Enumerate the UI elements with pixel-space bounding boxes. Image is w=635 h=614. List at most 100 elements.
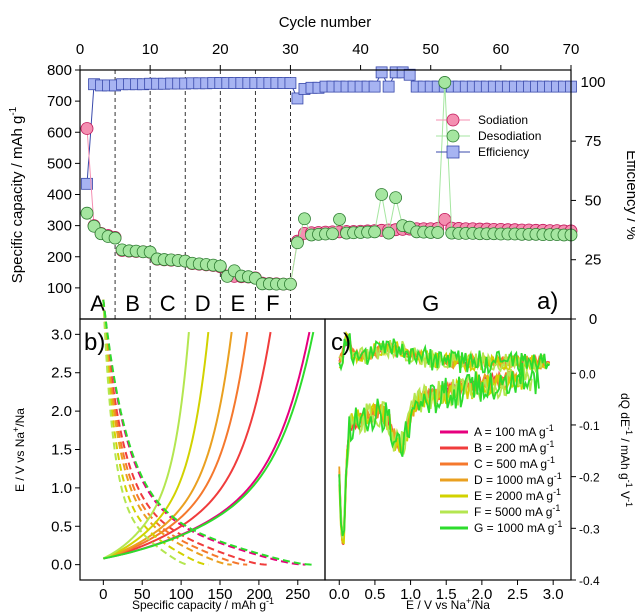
region-label: G — [422, 291, 439, 316]
panel-b-label: b) — [84, 329, 105, 356]
left-axis-ticks: 100 200 300 400 500 600 700 800 — [47, 62, 80, 297]
b-y-tick-label: 0.5 — [51, 518, 72, 535]
legend-entry-text: E = 2000 mA g — [474, 489, 553, 503]
b-y-axis-label: E / V vs Na+/Na — [11, 408, 27, 492]
data-point — [108, 231, 122, 245]
left-axis-label: Specific capacity / mAh g-1 — [8, 106, 26, 283]
c-x-tick-label: 1.5 — [436, 586, 457, 603]
data-point — [382, 226, 396, 240]
left-tick-label: 100 — [47, 280, 72, 297]
charge-curve — [103, 331, 249, 560]
c-y-tick-label: -0.3 — [579, 522, 600, 536]
right-tick-label: 25 — [585, 252, 602, 269]
panel-c-frame — [324, 318, 572, 581]
c-x-label-text: E / V vs Na — [406, 598, 466, 612]
discharge-curve — [102, 299, 209, 566]
c-x-tick-label: 2.0 — [471, 586, 492, 603]
data-point — [298, 212, 311, 226]
c-x-tick-label: 2.5 — [507, 586, 528, 603]
legend-marker-desodiation — [446, 129, 460, 143]
panel-a-label: a) — [537, 288, 558, 315]
data-point — [80, 206, 94, 220]
legend-entry: F = 5000 mA g-1 — [474, 503, 560, 519]
data-point — [333, 212, 346, 226]
data-point — [284, 77, 297, 89]
right-tick-label: 0 — [589, 311, 597, 328]
panel-a: Cycle number 0 10 20 30 40 50 60 70 100 200 300 40… — [8, 14, 635, 328]
c-y-label-sup1: -1 — [624, 427, 634, 435]
data-point — [80, 122, 94, 135]
data-point — [375, 66, 388, 79]
right-tick-label: 50 — [585, 192, 602, 209]
c-y-label-c: V — [618, 488, 632, 499]
data-point — [291, 236, 304, 250]
legend-entry-sup: -1 — [547, 455, 555, 465]
top-tick-label: 70 — [563, 41, 580, 58]
legend-label-sodiation: Sodiation — [478, 113, 528, 127]
left-tick-label: 700 — [47, 93, 72, 110]
data-point — [375, 188, 389, 201]
c-x-tick-label: 3.0 — [543, 586, 564, 603]
left-tick-label: 600 — [47, 124, 72, 141]
discharge-curve — [102, 299, 314, 566]
right-axis-ticks: 0 25 50 75 100 — [571, 74, 606, 328]
c-x-label-sup: + — [466, 596, 471, 606]
right-tick-label: 75 — [585, 133, 602, 150]
b-x-tick-label: 250 — [285, 586, 310, 603]
b-x-ticks: 0 50 100 150 200 250 — [99, 580, 310, 603]
legend-entry-text: G = 1000 mA g — [474, 521, 554, 535]
c-y-label-b: / mAh g — [618, 435, 632, 480]
c-x-tick-label: 0.5 — [364, 586, 385, 603]
region-label: B — [125, 291, 140, 316]
c-y-label-sup3: -1 — [624, 499, 634, 507]
data-point — [213, 259, 227, 273]
legend-marker-sodiation — [446, 113, 460, 127]
voltage-profiles — [102, 299, 315, 566]
b-y-tick-label: 0.0 — [51, 557, 72, 574]
legend-entry: D = 1000 mA g-1 — [474, 471, 562, 487]
data-point — [382, 80, 395, 93]
data-point — [368, 80, 381, 93]
left-tick-label: 500 — [47, 155, 72, 172]
c-y-ticks: 0.0 -0.1 -0.2 -0.3 -0.4 — [571, 367, 600, 588]
left-axis-label-sup: -1 — [8, 106, 19, 115]
c-x-axis-label: E / V vs Na+/Na — [406, 596, 490, 612]
charge-curve — [103, 331, 272, 560]
discharge-curve — [102, 299, 232, 566]
c-y-tick-label: -0.4 — [579, 574, 600, 588]
panel-a-legend: Sodiation Desodiation Efficiency — [436, 113, 541, 159]
legend-entry-sup: -1 — [554, 471, 562, 481]
right-tick-label: 100 — [580, 74, 605, 91]
data-point — [431, 226, 445, 239]
b-y-label-sup: + — [11, 427, 21, 432]
region-label: F — [266, 291, 279, 316]
legend-marker-efficiency — [446, 145, 460, 159]
region-label: A — [90, 291, 105, 316]
panel-b-frame — [79, 318, 326, 581]
b-x-tick-label: 100 — [169, 586, 194, 603]
b-x-label-sup: -1 — [266, 596, 274, 606]
right-axis-label: Efficiency / % — [623, 150, 635, 240]
b-x-tick-label: 50 — [134, 586, 151, 603]
dqde-cathodic — [338, 362, 540, 537]
top-tick-label: 0 — [76, 41, 84, 58]
desodiation-series — [80, 76, 578, 291]
top-axis-label: Cycle number — [279, 14, 372, 31]
b-y-tick-label: 3.0 — [51, 326, 72, 343]
panel-c: 0.0 0.5 1.0 1.5 2.0 2.5 3.0 0.0 -0.1 -0.2 -0.3 -0.… — [324, 318, 634, 612]
c-y-tick-label: -0.2 — [579, 471, 600, 485]
c-y-axis-label: dQ dE-1 / mAh g-1 V-1 — [618, 393, 634, 507]
region-label: C — [160, 291, 176, 316]
charge-curve — [102, 331, 190, 560]
left-tick-label: 800 — [47, 62, 72, 79]
legend-entry: B = 200 mA g-1 — [474, 439, 554, 455]
data-point — [368, 225, 382, 239]
legend-entry: E = 2000 mA g-1 — [474, 487, 561, 503]
left-axis-label-text: Specific capacity / mAh g — [9, 116, 26, 284]
legend-entry: A = 100 mA g-1 — [474, 423, 554, 439]
panel-b: 0 50 100 150 200 250 0.0 0.5 1.0 1.5 2.0 2.5 3.0 b)… — [11, 299, 326, 612]
legend-label-efficiency: Efficiency — [478, 145, 529, 159]
efficiency-series — [81, 66, 577, 190]
panel-c-legend: A = 100 mA g-1B = 200 mA g-1C = 500 mA g… — [440, 423, 562, 535]
